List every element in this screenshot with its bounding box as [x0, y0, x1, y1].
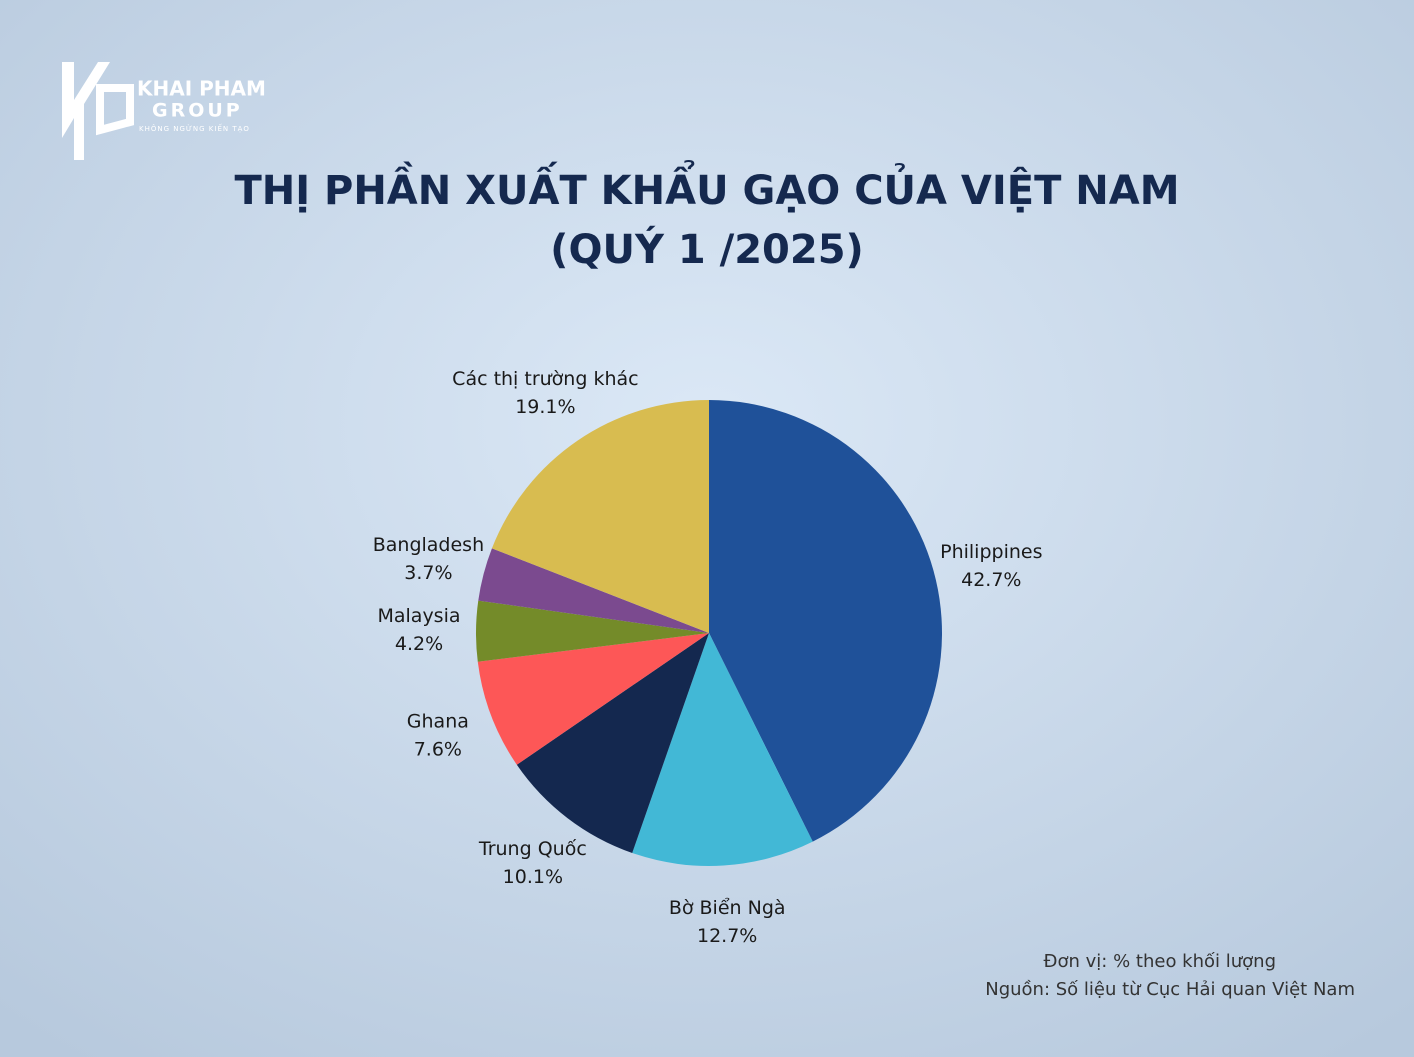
pie-slice: [632, 633, 813, 867]
source: Nguồn: Số liệu từ Cục Hải quan Việt Nam: [985, 979, 1355, 1000]
pie-slice: [475, 600, 709, 662]
pie-slice: [478, 548, 709, 633]
logo: KHAI PHAM GROUP KHÔNG NGỪNG KIẾN TẠO: [62, 62, 266, 160]
slice-value-label: 10.1%: [503, 866, 563, 888]
logo-group: GROUP: [152, 100, 243, 122]
slice-label: Ghana: [407, 710, 469, 732]
slice-value-label: 7.6%: [414, 738, 462, 760]
chart-subtitle: (QUÝ 1 /2025): [550, 224, 864, 273]
logo-slogan: KHÔNG NGỪNG KIẾN TẠO: [139, 123, 250, 133]
slice-label: Các thị trường khác: [452, 368, 638, 390]
logo-mark: [62, 62, 110, 160]
slice-value-label: 19.1%: [515, 396, 575, 418]
slice-label: Bờ Biển Ngà: [669, 897, 786, 919]
note: Đơn vị: % theo khối lượng: [1044, 951, 1276, 972]
slice-value-label: 3.7%: [404, 562, 452, 584]
slice-label: Bangladesh: [373, 534, 484, 556]
slice-label: Trung Quốc: [478, 838, 587, 860]
logo-mark: [96, 84, 134, 136]
slice-value-label: 12.7%: [697, 925, 757, 947]
slice-value-label: 4.2%: [395, 633, 443, 655]
pie-slice: [516, 633, 709, 853]
pie-slice: [491, 400, 709, 633]
slice-value-label: 42.7%: [961, 569, 1021, 591]
slice-label: Malaysia: [377, 605, 460, 627]
slice-label: Philippines: [940, 541, 1042, 563]
pie-slice: [477, 633, 709, 765]
logo-name: KHAI PHAM: [137, 77, 266, 101]
chart-title: THỊ PHẦN XUẤT KHẨU GẠO CỦA VIỆT NAM: [234, 159, 1179, 214]
pie-slice: [709, 400, 942, 842]
